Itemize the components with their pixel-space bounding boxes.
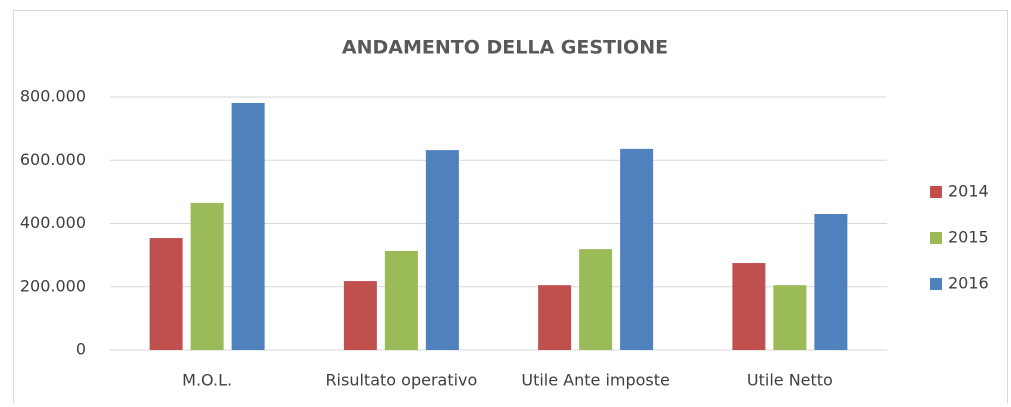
bar — [538, 285, 572, 350]
legend-label: 2014 — [948, 182, 989, 201]
y-tick-label: 0 — [76, 340, 86, 359]
legend-swatch — [930, 186, 942, 198]
bar — [149, 238, 183, 350]
bar — [425, 150, 459, 350]
y-tick-label: 800.000 — [20, 87, 86, 106]
x-tick-label: Utile Netto — [747, 371, 833, 390]
y-tick-label: 400.000 — [20, 213, 86, 232]
bar — [384, 251, 418, 350]
bar — [732, 263, 766, 350]
x-tick-label: Risultato operativo — [325, 371, 477, 390]
legend-swatch — [930, 232, 942, 244]
legend-swatch — [930, 278, 942, 290]
bar — [814, 214, 848, 350]
legend-label: 2016 — [948, 274, 989, 293]
legend-label: 2015 — [948, 228, 989, 247]
bar — [579, 249, 613, 350]
bar — [620, 148, 654, 350]
x-tick-label: M.O.L. — [182, 371, 232, 390]
chart-title: ANDAMENTO DELLA GESTIONE — [342, 37, 668, 59]
x-tick-label: Utile Ante imposte — [521, 371, 670, 390]
bar — [773, 285, 807, 350]
bar — [190, 202, 224, 350]
bar — [343, 281, 377, 350]
bar — [231, 103, 265, 350]
y-tick-label: 200.000 — [20, 276, 86, 295]
y-tick-label: 600.000 — [20, 150, 86, 169]
